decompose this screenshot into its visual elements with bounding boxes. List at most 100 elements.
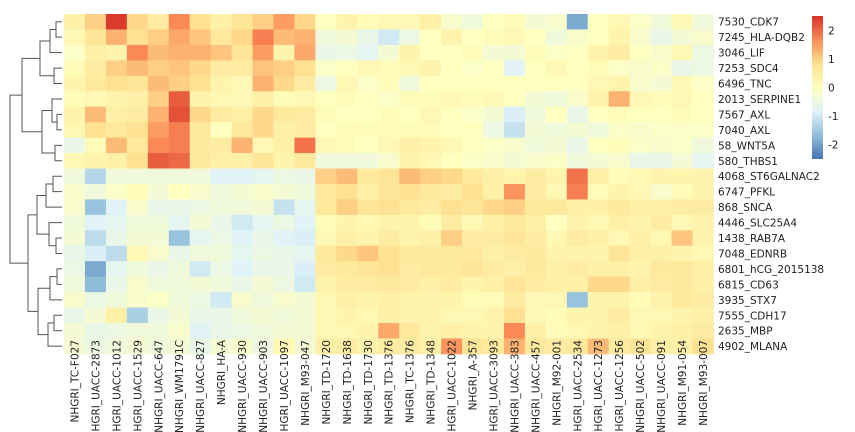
heatmap-cell xyxy=(629,14,651,30)
heatmap-cell xyxy=(378,199,400,216)
heatmap-cell xyxy=(378,60,400,77)
heatmap-cell xyxy=(524,307,547,324)
row-label: 7530_CDK7 xyxy=(718,17,779,29)
heatmap-cell xyxy=(64,230,86,247)
heatmap-cell xyxy=(503,230,526,247)
heatmap-cell xyxy=(168,91,191,108)
heatmap-cell xyxy=(189,261,212,278)
heatmap-cell xyxy=(189,44,212,61)
heatmap-cell xyxy=(587,292,610,308)
heatmap-cell xyxy=(545,183,568,200)
heatmap-cell xyxy=(210,245,232,262)
heatmap-cell xyxy=(608,292,631,308)
heatmap-cell xyxy=(483,106,505,123)
heatmap-cell xyxy=(294,168,316,185)
heatmap-cell xyxy=(629,338,651,355)
heatmap-cell xyxy=(462,338,484,355)
heatmap-cell xyxy=(608,14,631,30)
heatmap-cell xyxy=(608,214,631,231)
heatmap-cell xyxy=(692,323,714,339)
heatmap-cell xyxy=(399,60,421,77)
heatmap-cell xyxy=(692,276,714,293)
heatmap-cell xyxy=(126,168,149,185)
dendrogram-branch xyxy=(55,237,62,254)
heatmap-cell xyxy=(524,276,547,293)
heatmap-cell xyxy=(231,323,253,339)
row-label: 2013_SERPINE1 xyxy=(718,94,801,106)
heatmap-cell xyxy=(692,338,714,355)
heatmap-cell xyxy=(399,122,421,138)
heatmap-cell xyxy=(294,75,316,92)
heatmap-cell xyxy=(294,245,316,262)
heatmap-cell xyxy=(252,137,274,154)
heatmap-cell xyxy=(64,75,86,92)
heatmap-cell xyxy=(294,60,316,77)
heatmap-cell xyxy=(420,153,442,169)
heatmap-cell xyxy=(650,44,672,61)
heatmap-cell xyxy=(545,29,568,46)
heatmap-cell xyxy=(357,137,379,154)
heatmap-cell xyxy=(545,307,568,324)
heatmap-cell xyxy=(252,183,274,200)
heatmap-cell xyxy=(147,183,170,200)
heatmap-cell xyxy=(105,91,128,108)
heatmap-cell xyxy=(336,168,358,185)
heatmap-cell xyxy=(629,29,651,46)
heatmap-cell xyxy=(629,323,651,339)
heatmap-cell xyxy=(650,307,672,324)
heatmap-cell xyxy=(566,245,589,262)
heatmap-cell xyxy=(650,29,672,46)
heatmap-cell xyxy=(315,29,337,46)
heatmap-cell xyxy=(399,276,421,293)
row-label: 1438_RAB7A xyxy=(718,233,786,245)
heatmap-cell xyxy=(441,44,463,61)
heatmap-cell xyxy=(336,122,358,138)
column-label: NHGRI_UACC-457 xyxy=(530,340,542,432)
column-label: NHGRI_UACC-1256 xyxy=(614,340,626,432)
row-label: 4902_MLANA xyxy=(718,341,788,353)
heatmap-cell xyxy=(587,153,610,169)
heatmap-cell xyxy=(566,137,589,154)
heatmap-cell xyxy=(608,106,631,123)
heatmap-cell xyxy=(336,261,358,278)
heatmap-cell xyxy=(147,338,170,355)
heatmap-cell xyxy=(231,245,253,262)
heatmap-cell xyxy=(545,230,568,247)
heatmap-cell xyxy=(524,214,547,231)
heatmap-cell xyxy=(315,44,337,61)
heatmap-cell xyxy=(168,338,191,355)
row-label: 7555_CDH17 xyxy=(718,310,787,322)
heatmap-cell xyxy=(231,122,253,138)
heatmap-cell xyxy=(483,230,505,247)
heatmap-cell xyxy=(399,230,421,247)
heatmap-cell xyxy=(441,29,463,46)
heatmap-cell xyxy=(210,183,232,200)
heatmap-cell xyxy=(189,276,212,293)
heatmap-cell xyxy=(671,168,693,185)
row-label: 7245_HLA-DQB2 xyxy=(718,32,805,44)
heatmap-cell xyxy=(671,91,693,108)
dendrogram-branch xyxy=(54,144,62,162)
heatmap-cell xyxy=(545,106,568,123)
heatmap-cell xyxy=(84,245,107,262)
row-dendrogram xyxy=(9,21,62,347)
heatmap-cell xyxy=(126,214,149,231)
heatmap-cell xyxy=(545,214,568,231)
heatmap-cell xyxy=(441,307,463,324)
heatmap-cell xyxy=(462,261,484,278)
colorbar-tick-label: 2 xyxy=(828,25,835,37)
heatmap-cell xyxy=(231,168,253,185)
heatmap-cell xyxy=(336,91,358,108)
heatmap-cell xyxy=(105,44,128,61)
heatmap-cell xyxy=(273,122,295,138)
heatmap-cell xyxy=(420,230,442,247)
heatmap-cell xyxy=(608,29,631,46)
heatmap-cell xyxy=(357,122,379,138)
heatmap-cell xyxy=(336,307,358,324)
heatmap-cell xyxy=(273,168,295,185)
heatmap-cell xyxy=(294,261,316,278)
column-label: NHGRI_UACC-502 xyxy=(635,340,647,432)
heatmap-cell xyxy=(650,245,672,262)
heatmap-cell xyxy=(273,91,295,108)
heatmap-cell xyxy=(315,75,337,92)
